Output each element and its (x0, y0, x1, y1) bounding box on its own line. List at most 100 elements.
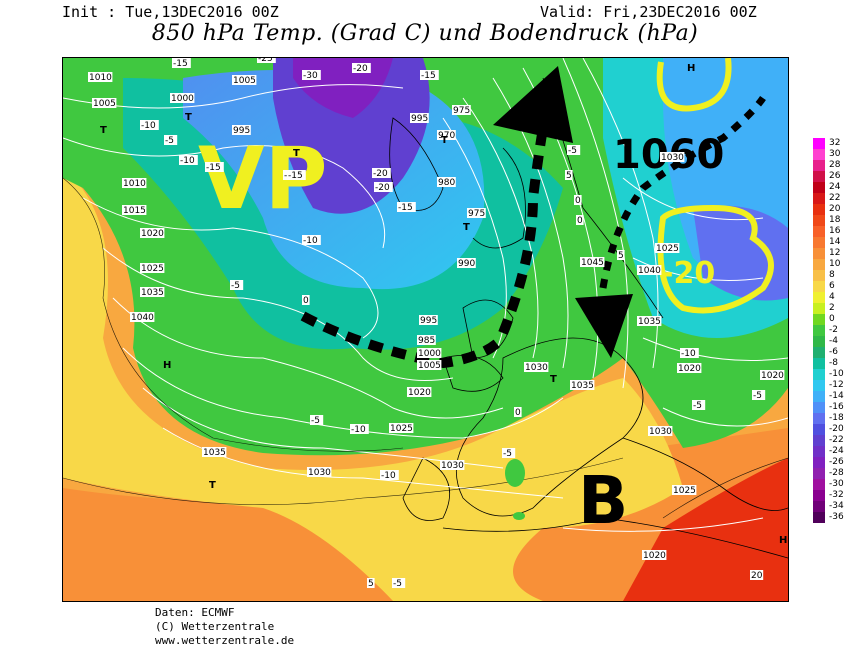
legend-label: -32 (829, 490, 844, 500)
temperature-label-bg (565, 170, 573, 180)
temperature-label-bg (380, 470, 399, 480)
valid-time: Valid: Fri,23DEC2016 00Z (540, 3, 757, 21)
pressure-label: 1020 (141, 229, 164, 239)
legend-swatch (813, 281, 825, 292)
temperature-label-bg (205, 162, 224, 172)
temperature-label-bg (750, 570, 764, 580)
pressure-label: 1005 (93, 99, 116, 109)
legend-label: 0 (829, 314, 835, 324)
temperature-label: -5 (231, 281, 240, 291)
low-marker: T (293, 148, 300, 159)
pressure-label-bg (637, 265, 662, 275)
temperature-legend: 32 30 28 26 24 22 20 18 16 14 12 10 8 6 4 2 0 -2 -4 -6 -8 -10… (813, 138, 849, 524)
legend-swatch (813, 424, 825, 435)
pressure-label-bg (637, 316, 662, 326)
legend-swatch (813, 204, 825, 215)
temperature-label-bg (680, 348, 699, 358)
low-marker: T (185, 112, 192, 123)
pressure-label: 1035 (571, 381, 594, 391)
pressure-label: 1020 (678, 364, 701, 374)
legend-swatch (813, 402, 825, 413)
legend-swatch (813, 171, 825, 182)
temperature-label: -10 (381, 471, 396, 481)
temperature-label: 5 (566, 171, 572, 181)
legend-swatch (813, 501, 825, 512)
temperature-label-bg (350, 424, 369, 434)
legend-swatch (813, 325, 825, 336)
temp-field-red (623, 458, 788, 601)
map-title: 850 hPa Temp. (Grad C) und Bodendruck (h… (151, 21, 699, 46)
legend-label: -2 (829, 325, 838, 335)
temperature-label: -10 (303, 236, 318, 246)
low-marker: T (550, 374, 557, 385)
temperature-label: -25 (258, 58, 273, 64)
legend-swatch (813, 248, 825, 259)
pressure-label-bg (389, 423, 414, 433)
temperature-label-bg (140, 120, 159, 130)
pressure-label-bg (467, 208, 486, 218)
temperature-label: 0 (303, 296, 309, 306)
temperature-label: -15 (173, 59, 188, 69)
pressure-label: 995 (411, 114, 428, 124)
legend-label: -18 (829, 413, 844, 423)
legend-swatch (813, 270, 825, 281)
temperature-label: 5 (368, 579, 374, 589)
pressure-label-bg (660, 152, 685, 162)
temperature-label-bg (367, 578, 375, 588)
legend-swatch (813, 380, 825, 391)
low-marker: T (209, 480, 216, 491)
legend-swatch (813, 215, 825, 226)
temperature-label: -15 (288, 171, 303, 181)
pressure-label: 1035 (203, 448, 226, 458)
temp-field-yellow (63, 168, 683, 601)
temperature-label-bg (514, 407, 522, 417)
temperature-label: -20 (375, 183, 390, 193)
pressure-label: 1040 (638, 266, 661, 276)
temperature-label: -15 (206, 163, 221, 173)
temperature-label: -5 (693, 401, 702, 411)
pressure-label-bg (524, 362, 549, 372)
temperature-label: -10 (180, 156, 195, 166)
pressure-label: 995 (233, 126, 250, 136)
legend-label: 22 (829, 193, 841, 203)
temperature-label-bg (172, 58, 191, 68)
legend-swatch (813, 413, 825, 424)
green-blob (513, 512, 525, 520)
temperature-label-bg (692, 400, 706, 410)
pressure-label: 1020 (408, 388, 431, 398)
legend-label: 16 (829, 226, 841, 236)
temperature-label: 0 (577, 216, 583, 226)
legend-swatch (813, 160, 825, 171)
pressure-label-bg (88, 72, 113, 82)
green-blob (505, 459, 525, 487)
temperature-label: -10 (681, 349, 696, 359)
footer-data-source: Daten: ECMWF (155, 606, 235, 619)
b-label: B (578, 462, 628, 539)
temperature-label-bg (752, 390, 766, 400)
legend-label: 26 (829, 171, 841, 181)
legend-label: -16 (829, 402, 844, 412)
pressure-label-bg (672, 485, 697, 495)
temperature-label: -5 (311, 416, 320, 426)
temperature-label: -10 (351, 425, 366, 435)
legend-label: 6 (829, 281, 835, 291)
pressure-label: 1010 (123, 179, 146, 189)
pressure-label-bg (170, 93, 195, 103)
temp-contours (63, 177, 788, 519)
legend-label: 20 (829, 204, 841, 214)
pressure-label-bg (437, 177, 456, 187)
pressure-label: 1035 (141, 288, 164, 298)
legend-swatch (813, 138, 825, 149)
pressure-label-bg (410, 113, 429, 123)
low-marker: T (100, 125, 107, 136)
temperature-label: 0 (515, 408, 521, 418)
temperature-label-bg (287, 170, 306, 180)
pressure-label-bg (140, 263, 165, 273)
temperature-label-bg (302, 70, 321, 80)
legend-label: 28 (829, 160, 841, 170)
pressure-label-bg (140, 228, 165, 238)
temperature-label: 5 (618, 251, 624, 261)
temperature-label-bg (372, 168, 391, 178)
high-marker: H (779, 535, 787, 546)
legend-swatch (813, 303, 825, 314)
